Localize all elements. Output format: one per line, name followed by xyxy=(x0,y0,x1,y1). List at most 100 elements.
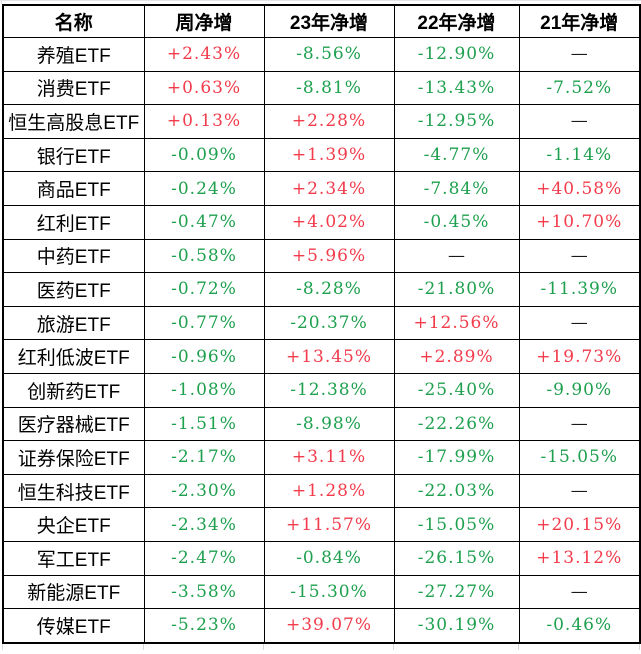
sheet-gridline xyxy=(2,643,3,650)
value-cell[interactable]: -1.51% xyxy=(143,406,265,442)
value-cell[interactable]: — xyxy=(518,37,641,72)
value-cell[interactable]: -8.56% xyxy=(263,37,395,72)
table-row: 军工ETF -2.47% -0.84% -26.15% +13.12% xyxy=(2,540,641,576)
value-cell[interactable]: -22.26% xyxy=(393,406,520,442)
etf-name-cell[interactable]: 创新药ETF xyxy=(2,372,145,408)
value-cell[interactable]: +40.58% xyxy=(518,171,641,206)
value-cell[interactable]: +12.56% xyxy=(393,305,520,341)
value-cell[interactable]: +1.39% xyxy=(263,137,395,173)
etf-name-cell[interactable]: 新能源ETF xyxy=(2,574,145,610)
value-cell[interactable]: -0.84% xyxy=(263,540,395,576)
value-cell[interactable]: -12.95% xyxy=(393,104,520,139)
value-cell[interactable]: +2.34% xyxy=(263,171,395,206)
value-cell[interactable]: -11.39% xyxy=(518,272,641,307)
value-cell[interactable]: +3.11% xyxy=(263,440,395,475)
value-cell[interactable]: -13.43% xyxy=(393,70,520,106)
etf-table-body: 养殖ETF +2.43% -8.56% -12.90% — 消费ETF +0.63% -8.8… xyxy=(2,37,641,644)
value-cell[interactable]: -12.38% xyxy=(263,372,395,408)
value-cell[interactable]: -3.58% xyxy=(143,574,265,610)
etf-name-cell[interactable]: 商品ETF xyxy=(2,171,145,206)
value-cell[interactable]: -15.05% xyxy=(393,507,520,542)
value-cell[interactable]: +39.07% xyxy=(263,608,395,644)
etf-name-cell[interactable]: 军工ETF xyxy=(2,540,145,576)
value-cell[interactable]: — xyxy=(393,238,520,274)
value-cell[interactable]: — xyxy=(518,305,641,341)
value-cell[interactable]: +5.96% xyxy=(263,238,395,274)
value-cell[interactable]: — xyxy=(518,574,641,610)
value-cell[interactable]: -20.37% xyxy=(263,305,395,341)
value-cell[interactable]: -0.46% xyxy=(518,608,641,644)
value-cell[interactable]: -4.77% xyxy=(393,137,520,173)
value-cell[interactable]: -7.52% xyxy=(518,70,641,106)
value-cell[interactable]: +2.28% xyxy=(263,104,395,139)
value-cell[interactable]: +13.12% xyxy=(518,540,641,576)
value-cell[interactable]: — xyxy=(518,473,641,509)
etf-name-cell[interactable]: 养殖ETF xyxy=(2,37,145,72)
column-header-week[interactable]: 周净增 xyxy=(143,4,265,38)
etf-name-cell[interactable]: 医药ETF xyxy=(2,272,145,307)
value-cell[interactable]: — xyxy=(518,238,641,274)
value-cell[interactable]: -26.15% xyxy=(393,540,520,576)
etf-name-cell[interactable]: 红利低波ETF xyxy=(2,339,145,374)
etf-name-cell[interactable]: 中药ETF xyxy=(2,238,145,274)
etf-name-cell[interactable]: 证券保险ETF xyxy=(2,440,145,475)
table-row: 银行ETF -0.09% +1.39% -4.77% -1.14% xyxy=(2,137,641,173)
etf-name-cell[interactable]: 红利ETF xyxy=(2,204,145,240)
value-cell[interactable]: -0.96% xyxy=(143,339,265,374)
value-cell[interactable]: -9.90% xyxy=(518,372,641,408)
value-cell[interactable]: -0.77% xyxy=(143,305,265,341)
etf-name-cell[interactable]: 恒生高股息ETF xyxy=(2,104,145,139)
value-cell[interactable]: +1.28% xyxy=(263,473,395,509)
value-cell[interactable]: +13.45% xyxy=(263,339,395,374)
etf-name-cell[interactable]: 旅游ETF xyxy=(2,305,145,341)
etf-name-cell[interactable]: 银行ETF xyxy=(2,137,145,173)
value-cell[interactable]: -0.45% xyxy=(393,204,520,240)
value-cell[interactable]: -8.81% xyxy=(263,70,395,106)
etf-name-cell[interactable]: 消费ETF xyxy=(2,70,145,106)
value-cell[interactable]: -5.23% xyxy=(143,608,265,644)
value-cell[interactable]: +11.57% xyxy=(263,507,395,542)
table-row: 证券保险ETF -2.17% +3.11% -17.99% -15.05% xyxy=(2,440,641,475)
value-cell[interactable]: +0.13% xyxy=(143,104,265,139)
value-cell[interactable]: -22.03% xyxy=(393,473,520,509)
value-cell[interactable]: -2.34% xyxy=(143,507,265,542)
value-cell[interactable]: -17.99% xyxy=(393,440,520,475)
value-cell[interactable]: -15.30% xyxy=(263,574,395,610)
value-cell[interactable]: +19.73% xyxy=(518,339,641,374)
value-cell[interactable]: -0.47% xyxy=(143,204,265,240)
value-cell[interactable]: -21.80% xyxy=(393,272,520,307)
value-cell[interactable]: -0.58% xyxy=(143,238,265,274)
value-cell[interactable]: +0.63% xyxy=(143,70,265,106)
value-cell[interactable]: -15.05% xyxy=(518,440,641,475)
value-cell[interactable]: -8.98% xyxy=(263,406,395,442)
value-cell[interactable]: — xyxy=(518,406,641,442)
value-cell[interactable]: -8.28% xyxy=(263,272,395,307)
value-cell[interactable]: -1.14% xyxy=(518,137,641,173)
column-header-name[interactable]: 名称 xyxy=(2,4,145,38)
value-cell[interactable]: +2.89% xyxy=(393,339,520,374)
value-cell[interactable]: -1.08% xyxy=(143,372,265,408)
column-header-2021[interactable]: 21年净增 xyxy=(518,4,641,38)
etf-name-cell[interactable]: 恒生科技ETF xyxy=(2,473,145,509)
etf-name-cell[interactable]: 央企ETF xyxy=(2,507,145,542)
value-cell[interactable]: +2.43% xyxy=(143,37,265,72)
value-cell[interactable]: -0.72% xyxy=(143,272,265,307)
value-cell[interactable]: +10.70% xyxy=(518,204,641,240)
value-cell[interactable]: +4.02% xyxy=(263,204,395,240)
column-header-2023[interactable]: 23年净增 xyxy=(263,4,395,38)
value-cell[interactable]: -2.30% xyxy=(143,473,265,509)
value-cell[interactable]: +20.15% xyxy=(518,507,641,542)
value-cell[interactable]: -2.47% xyxy=(143,540,265,576)
etf-name-cell[interactable]: 传媒ETF xyxy=(2,608,145,644)
value-cell[interactable]: -25.40% xyxy=(393,372,520,408)
value-cell[interactable]: -30.19% xyxy=(393,608,520,644)
etf-name-cell[interactable]: 医疗器械ETF xyxy=(2,406,145,442)
value-cell[interactable]: -7.84% xyxy=(393,171,520,206)
value-cell[interactable]: -12.90% xyxy=(393,37,520,72)
value-cell[interactable]: — xyxy=(518,104,641,139)
value-cell[interactable]: -0.24% xyxy=(143,171,265,206)
value-cell[interactable]: -27.27% xyxy=(393,574,520,610)
value-cell[interactable]: -2.17% xyxy=(143,440,265,475)
value-cell[interactable]: -0.09% xyxy=(143,137,265,173)
column-header-2022[interactable]: 22年净增 xyxy=(393,4,520,38)
